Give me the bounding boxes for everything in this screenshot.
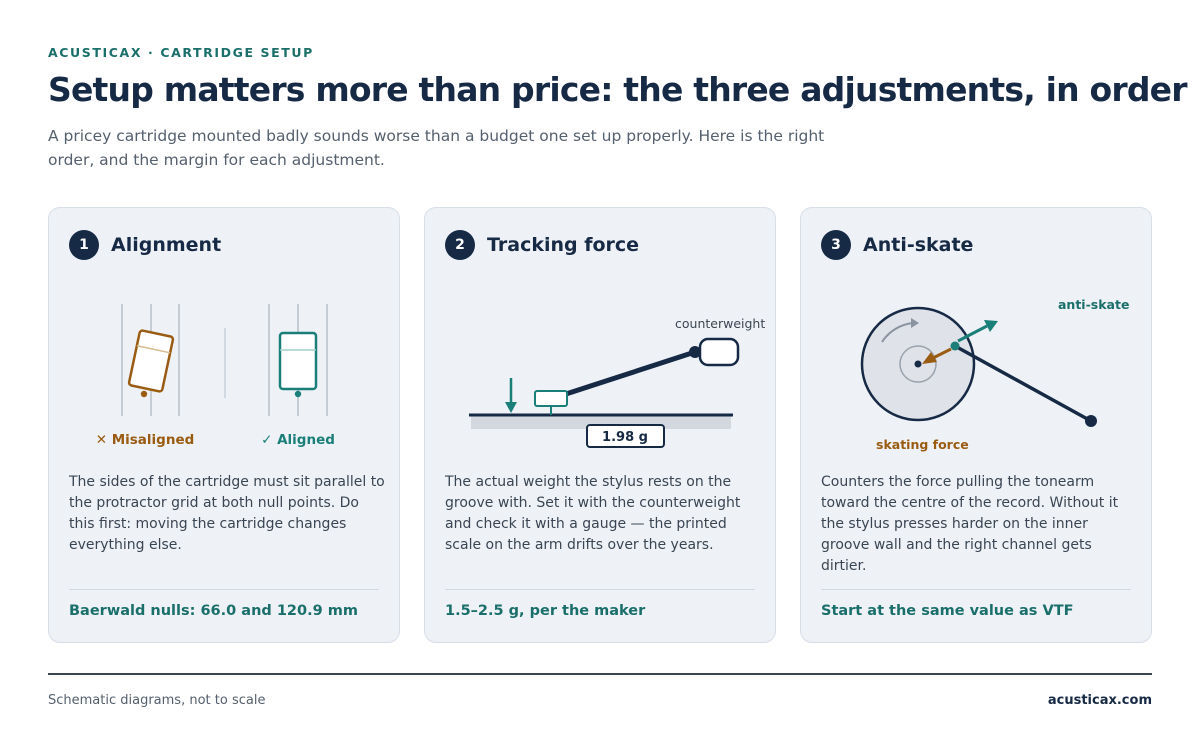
step-number: 1 <box>69 230 99 260</box>
skating-force-arrow <box>932 347 952 360</box>
pivot <box>1085 415 1097 427</box>
card-anti-skate: 3 Anti-skate anti-skate skating force Co… <box>800 207 1152 643</box>
card-header: 1 Alignment <box>69 230 221 260</box>
anti-skate-arrow-head <box>984 320 998 332</box>
card-body: Counters the force pulling the tonearm t… <box>821 474 1119 574</box>
force-arrow-head <box>505 402 517 413</box>
card-title: Tracking force <box>487 234 640 256</box>
card-alignment: 1 Alignment ✕ Misaligned ✓ Aligned The s… <box>48 207 400 643</box>
platter <box>471 415 731 429</box>
gauge <box>586 424 665 448</box>
card-tracking-force: 2 Tracking force counterweight 1.98 g Th… <box>424 207 776 643</box>
step-number: 3 <box>821 230 851 260</box>
card-body: The actual weight the stylus rests on th… <box>445 474 741 553</box>
site-link[interactable]: acusticax.com <box>1047 693 1152 708</box>
skating-force-label: skating force <box>876 437 969 452</box>
page-subtitle: A pricey cartridge mounted badly sounds … <box>48 127 825 169</box>
stylus-point <box>950 341 960 351</box>
tonearm <box>563 349 698 397</box>
step-number: 2 <box>445 230 475 260</box>
rotation-arrow <box>881 322 914 343</box>
rotation-arrow-head <box>911 318 919 328</box>
misaligned-label: ✕ Misaligned <box>96 432 195 448</box>
anti-skate-arrow <box>957 324 988 343</box>
aligned-cartridge <box>278 331 318 391</box>
eyebrow: ACUSTICAX · CARTRIDGE SETUP <box>48 45 314 60</box>
card-body: The sides of the cartridge must sit para… <box>69 474 385 553</box>
spindle <box>914 360 922 368</box>
pivot <box>689 346 701 358</box>
aligned-stylus <box>294 390 302 398</box>
skating-force-arrow-head <box>922 352 937 364</box>
card-title: Alignment <box>111 234 222 256</box>
tonearm <box>953 344 1093 423</box>
card-header: 2 Tracking force <box>445 230 639 260</box>
anti-skate-label: anti-skate <box>1058 297 1129 312</box>
gauge-reading: 1.98 g <box>602 430 648 445</box>
aligned-label: ✓ Aligned <box>261 432 335 448</box>
footer-rule <box>48 673 1152 675</box>
headshell <box>534 390 568 407</box>
divider <box>445 589 755 590</box>
anti-skate-diagram: anti-skate skating force <box>860 297 1129 452</box>
card-spec: Start at the same value as VTF <box>821 603 1074 619</box>
card-spec: Baerwald nulls: 66.0 and 120.9 mm <box>69 603 358 619</box>
alignment-diagram: ✕ Misaligned ✓ Aligned <box>96 304 335 448</box>
counterweight-label: counterweight <box>675 316 765 331</box>
divider <box>821 589 1131 590</box>
card-header: 3 Anti-skate <box>821 230 973 260</box>
misaligned-cartridge <box>127 329 175 393</box>
card-title: Anti-skate <box>863 234 974 256</box>
tracking-force-diagram: counterweight 1.98 g <box>469 316 765 448</box>
divider <box>69 589 379 590</box>
misaligned-stylus <box>140 390 148 398</box>
card-spec: 1.5–2.5 g, per the maker <box>445 603 646 619</box>
footer-note: Schematic diagrams, not to scale <box>48 693 266 708</box>
page-title: Setup matters more than price: the three… <box>48 70 1188 109</box>
record-label <box>899 345 937 383</box>
counterweight <box>698 337 740 367</box>
